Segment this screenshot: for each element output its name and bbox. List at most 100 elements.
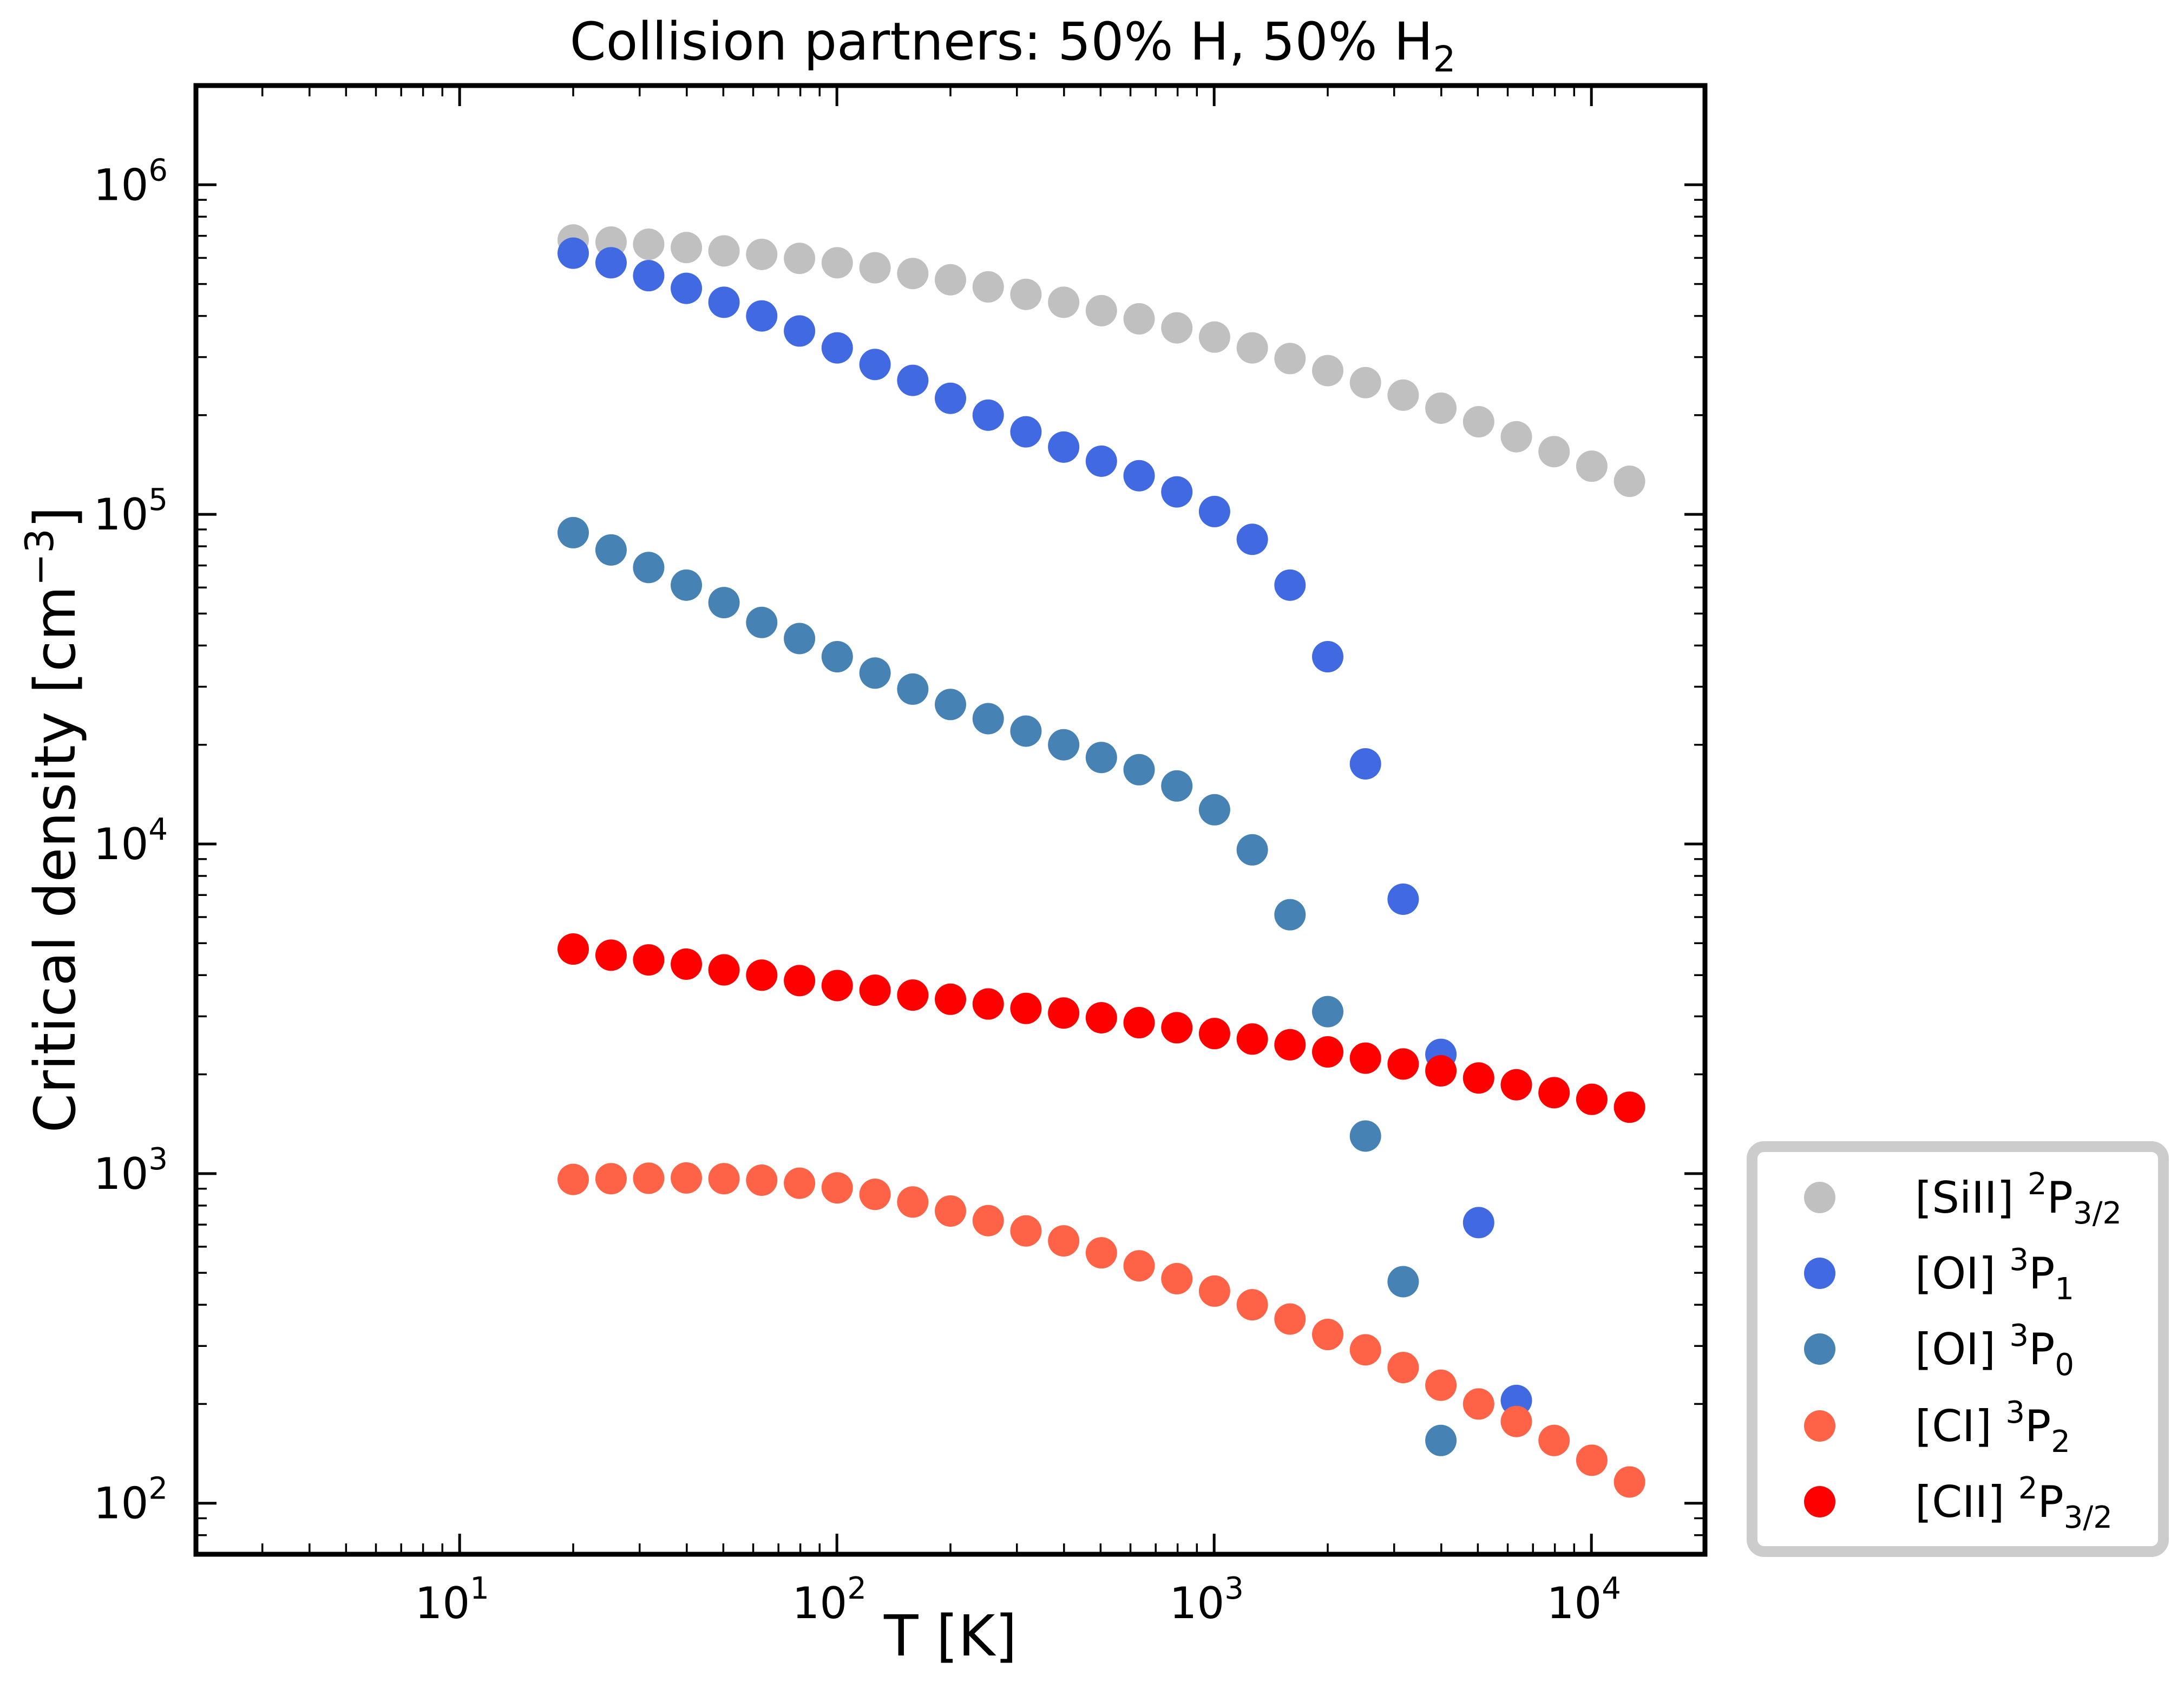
data-point	[708, 1163, 740, 1195]
data-point	[671, 1162, 703, 1194]
y-tick-label: 106	[94, 153, 168, 210]
data-point	[708, 235, 740, 267]
data-point	[1425, 1424, 1457, 1456]
data-point	[1010, 416, 1042, 448]
data-point	[1576, 1444, 1608, 1476]
y-tick-label: 102	[94, 1471, 168, 1529]
x-tick-label: 102	[792, 1571, 866, 1628]
data-point	[1312, 641, 1343, 673]
data-point	[1312, 996, 1343, 1028]
data-point	[1161, 476, 1193, 508]
data-point	[897, 979, 929, 1011]
data-point	[897, 673, 929, 705]
data-point	[935, 983, 966, 1015]
x-tick-labels: 101 102 103 104	[415, 1571, 1621, 1628]
data-point	[1085, 445, 1117, 477]
data-point	[859, 1179, 891, 1210]
data-point	[1425, 1055, 1457, 1087]
series-group	[558, 933, 1645, 1123]
data-point	[1161, 312, 1193, 344]
data-point	[671, 272, 703, 304]
data-point	[1236, 332, 1268, 364]
data-point	[633, 1162, 665, 1194]
y-tick-label: 104	[94, 812, 168, 869]
legend-label: [CII] 2P3/2	[1915, 1471, 2113, 1535]
data-point	[1123, 754, 1155, 786]
data-point	[1198, 794, 1230, 826]
data-point	[1462, 1388, 1494, 1420]
data-point	[1010, 278, 1042, 310]
legend-label: [OI] 3P1	[1915, 1242, 2074, 1307]
data-point	[1123, 460, 1155, 492]
series-group	[558, 516, 1457, 1456]
data-point	[859, 657, 891, 689]
chart-title-subscript: 2	[1433, 38, 1455, 80]
data-point	[746, 300, 778, 332]
data-point	[1312, 1319, 1343, 1351]
data-point	[821, 641, 853, 673]
data-point	[1538, 1424, 1570, 1456]
data-point	[1462, 1207, 1494, 1239]
data-point	[1349, 1120, 1381, 1152]
data-point	[746, 606, 778, 638]
data-point	[558, 516, 589, 548]
data-point	[1500, 1405, 1532, 1437]
legend-label: [SiII] 2P3/2	[1915, 1167, 2122, 1231]
data-point	[1048, 1225, 1080, 1257]
x-tick-label: 104	[1546, 1571, 1621, 1628]
data-point	[1161, 1262, 1193, 1294]
data-point	[1010, 1215, 1042, 1247]
data-point	[935, 382, 966, 414]
data-point	[784, 1167, 816, 1199]
data-point	[1425, 392, 1457, 424]
data-point	[1425, 1369, 1457, 1401]
data-point	[1387, 1266, 1419, 1298]
data-point	[972, 271, 1004, 303]
data-point	[1085, 295, 1117, 326]
data-point	[821, 247, 853, 279]
data-point	[1085, 1002, 1117, 1033]
data-point	[1198, 1018, 1230, 1050]
data-point	[1085, 742, 1117, 774]
data-point	[633, 260, 665, 292]
legend-entry: [CI] 3P2	[1804, 1395, 2070, 1460]
data-point	[897, 258, 929, 290]
data-point	[1349, 1042, 1381, 1074]
data-point	[1614, 1091, 1645, 1123]
data-point	[859, 349, 891, 381]
plot-frame	[193, 83, 1708, 1557]
data-point	[1349, 1334, 1381, 1366]
data-point	[821, 970, 853, 1002]
data-point	[972, 1205, 1004, 1236]
legend: [SiII] 2P3/2 [OI] 3P1 [OI] 3P0 [CI] 3P2 [CII…	[1747, 1141, 2169, 1557]
data-point	[1614, 1466, 1645, 1498]
data-point	[708, 587, 740, 619]
data-point	[1010, 992, 1042, 1024]
data-point	[1349, 748, 1381, 780]
data-point	[1576, 450, 1608, 482]
data-point	[935, 689, 966, 721]
legend-marker	[1804, 1410, 1835, 1442]
data-point	[633, 552, 665, 584]
y-axis-label: Critical density [cm−3]	[17, 507, 88, 1133]
data-point	[1048, 997, 1080, 1029]
data-point	[1198, 321, 1230, 353]
y-axis-label-suffix: ]	[22, 507, 88, 529]
y-tick-label: 103	[94, 1142, 168, 1199]
data-point	[1161, 770, 1193, 802]
legend-marker	[1804, 1258, 1835, 1289]
data-point	[1538, 436, 1570, 468]
y-tick-label: 105	[94, 482, 168, 540]
series-group	[558, 1162, 1645, 1498]
x-tick-label: 101	[415, 1571, 489, 1628]
data-point	[746, 1164, 778, 1196]
data-point	[1312, 1036, 1343, 1068]
data-point	[1236, 523, 1268, 555]
chart-title-main: Collision partners: 50% H, 50% H	[570, 11, 1433, 72]
data-point	[595, 1163, 627, 1195]
data-point	[821, 1172, 853, 1204]
data-point	[558, 933, 589, 965]
data-point	[558, 237, 589, 269]
data-point	[972, 399, 1004, 431]
data-point	[784, 623, 816, 655]
